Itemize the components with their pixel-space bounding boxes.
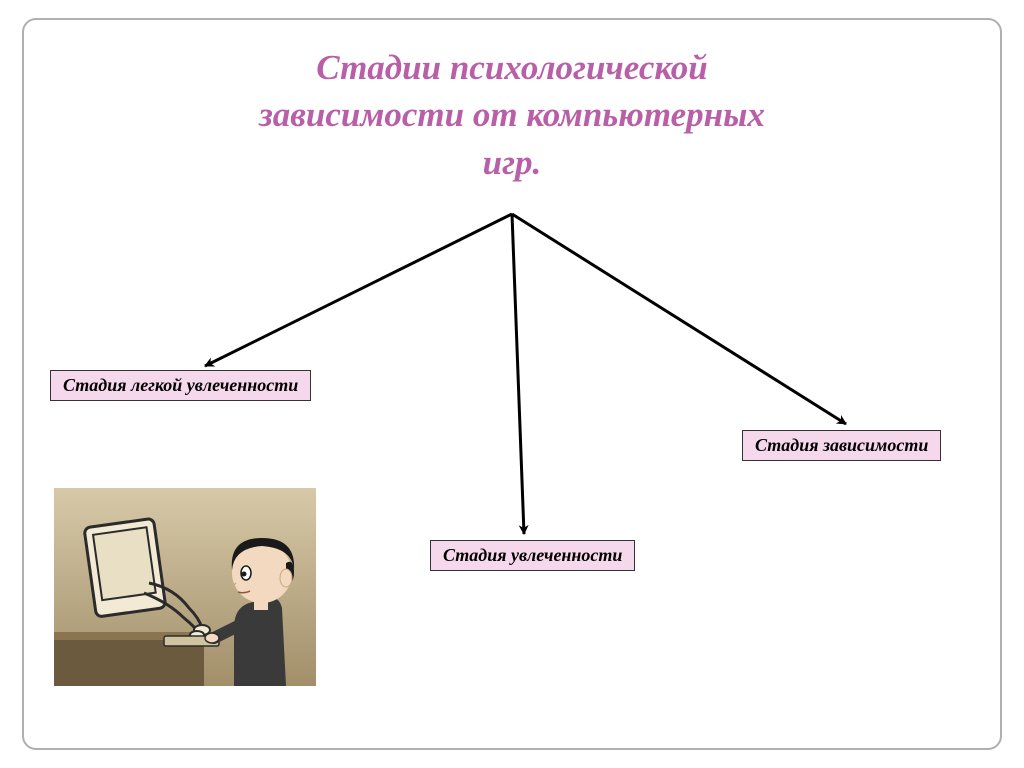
stage-box-engagement: Стадия увлеченности bbox=[430, 540, 635, 571]
title-line-1: Стадии психологической bbox=[316, 48, 708, 87]
title-line-3: игр. bbox=[483, 143, 542, 182]
stage-label: Стадия зависимости bbox=[755, 435, 928, 455]
stage-label: Стадия увлеченности bbox=[443, 545, 622, 565]
stage-box-light-engagement: Стадия легкой увлеченности bbox=[50, 370, 311, 401]
title-line-2: зависимости от компьютерных bbox=[259, 95, 765, 134]
illustration-computer-addiction bbox=[54, 488, 316, 686]
stage-label: Стадия легкой увлеченности bbox=[63, 375, 298, 395]
stage-box-dependence: Стадия зависимости bbox=[742, 430, 941, 461]
slide-title: Стадии психологической зависимости от ко… bbox=[0, 44, 1024, 186]
